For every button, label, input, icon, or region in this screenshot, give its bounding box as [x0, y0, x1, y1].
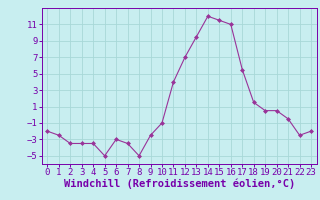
X-axis label: Windchill (Refroidissement éolien,°C): Windchill (Refroidissement éolien,°C) — [64, 179, 295, 189]
